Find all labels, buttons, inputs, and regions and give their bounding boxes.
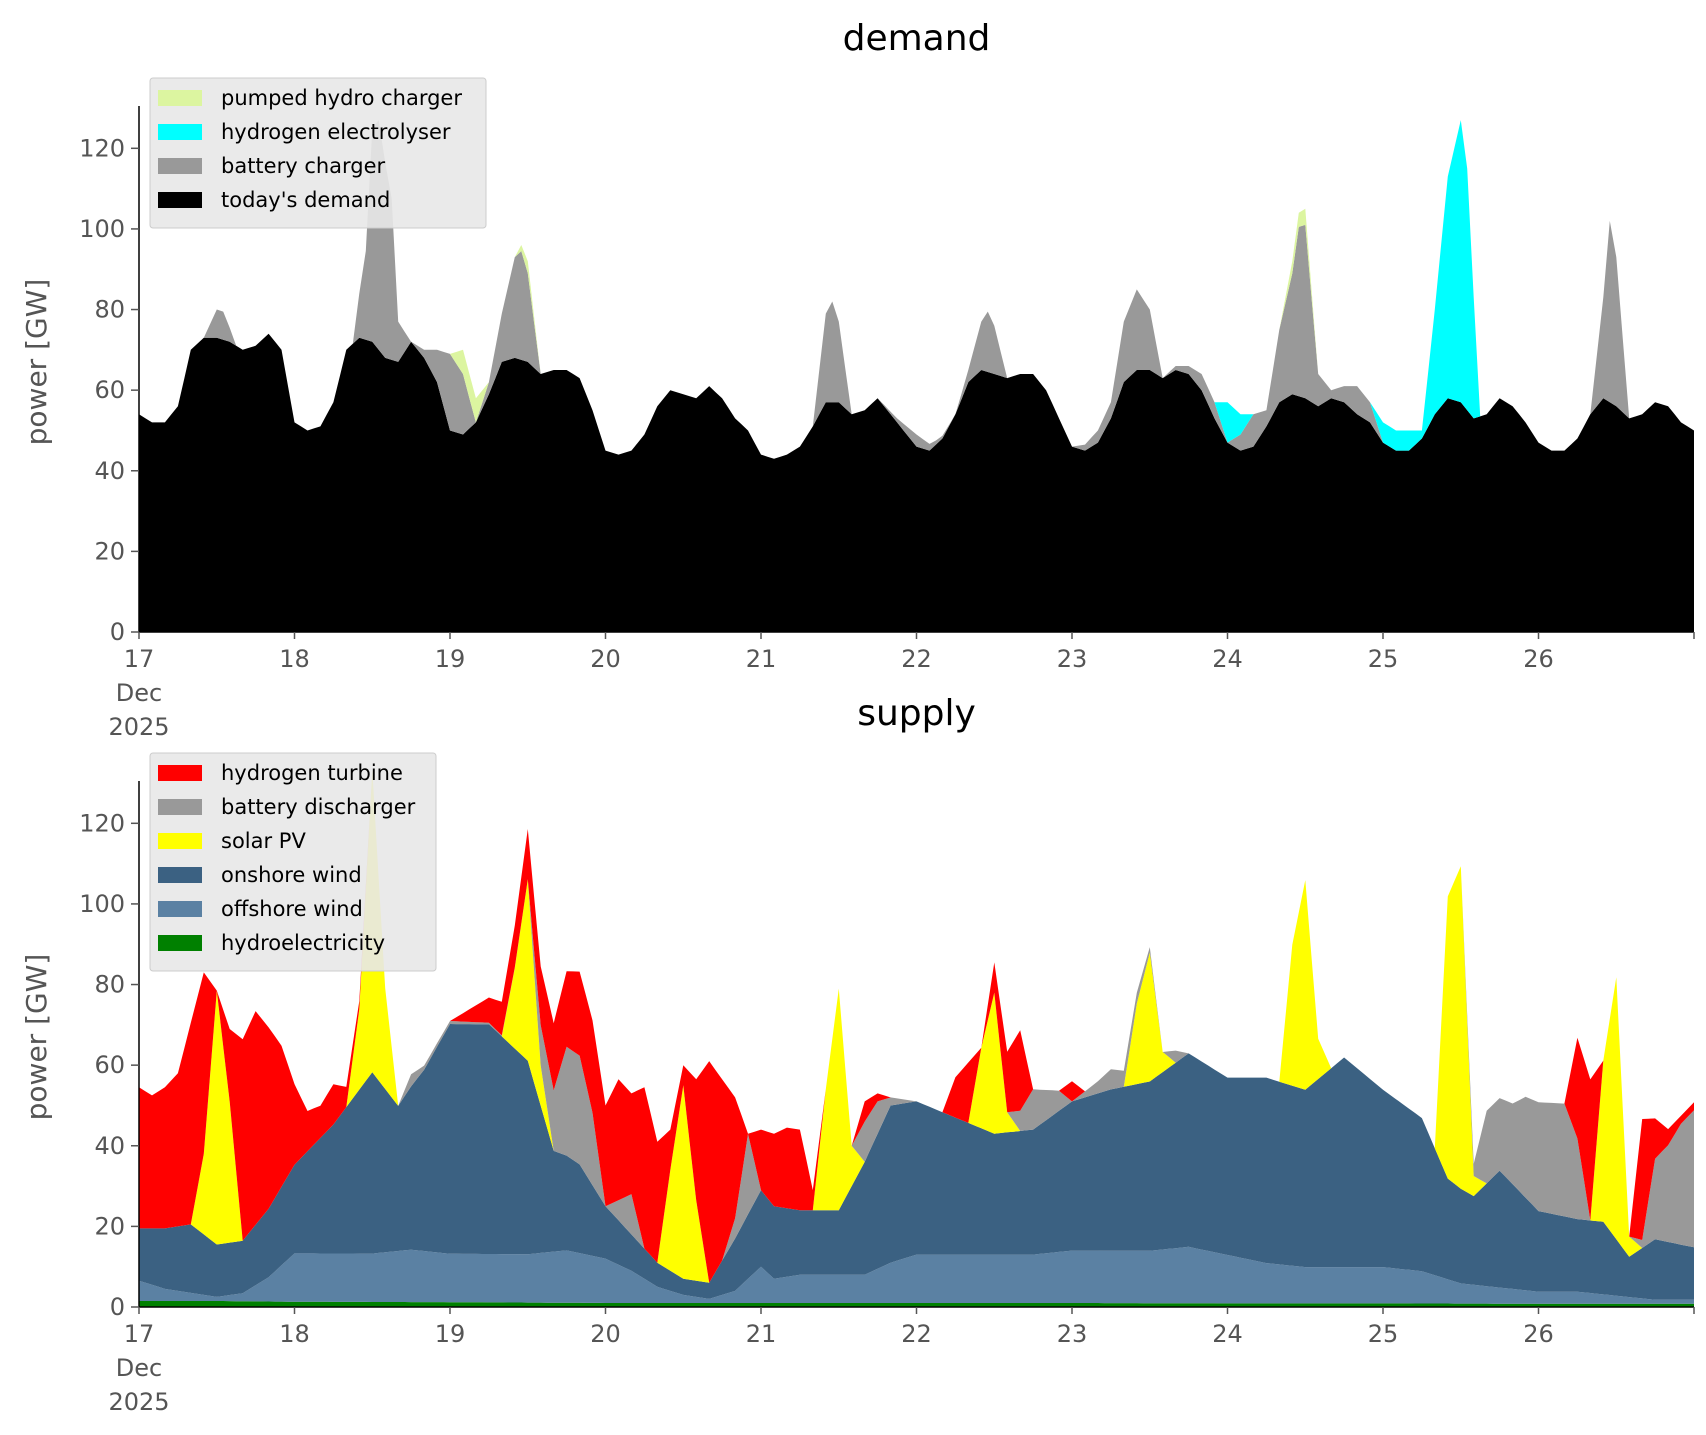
- y-tick-label: 60: [94, 1051, 125, 1079]
- y-tick-label: 20: [94, 1212, 125, 1240]
- legend-label: hydrogen turbine: [221, 761, 403, 785]
- x-tick-label: 22: [901, 1320, 932, 1348]
- legend-label: solar PV: [221, 829, 306, 853]
- legend-label: hydroelectricity: [221, 931, 385, 955]
- x-tick-label: 25: [1368, 1320, 1399, 1348]
- legend-item: solar PV: [158, 829, 306, 853]
- legend-swatch: [158, 833, 202, 849]
- x-tick-label: 26: [1523, 1320, 1554, 1348]
- legend-swatch: [158, 799, 202, 815]
- x-tick-label: 23: [1057, 1320, 1088, 1348]
- legend-swatch: [158, 192, 202, 208]
- chart-title: supply: [857, 693, 976, 734]
- x-tick-label: 25: [1368, 645, 1399, 673]
- legend-box: [149, 77, 487, 229]
- y-tick-label: 0: [110, 1293, 125, 1321]
- x-tick-label: 20: [590, 1320, 621, 1348]
- axes: 0 20 40 60 80 100 120 17 Dec 2025 18 19 20 21 22 23 24 25…: [20, 106, 1695, 741]
- legend-item: hydroelectricity: [158, 931, 385, 955]
- series-areas: [139, 120, 1694, 632]
- legend-label: pumped hydro charger: [221, 86, 462, 110]
- x-tick-label: 26: [1523, 645, 1554, 673]
- legend-label: onshore wind: [221, 863, 362, 887]
- x-tick-label: 17: [124, 1320, 155, 1348]
- series-areas: [139, 769, 1694, 1307]
- x-tick-label: 2025: [108, 1388, 169, 1416]
- y-tick-label: 80: [94, 971, 125, 999]
- area-battery-charger: [139, 120, 1694, 459]
- demand-chart: demand 0 20 40 60 80 100 120 17 Dec 2025 18 19 20 21 22…: [20, 18, 1695, 741]
- legend-item: hydrogen electrolyser: [158, 120, 451, 144]
- legend-item: today's demand: [158, 188, 390, 212]
- x-tick-label: 18: [279, 645, 310, 673]
- legend-swatch: [158, 935, 202, 951]
- legend-swatch: [158, 90, 202, 106]
- y-tick-label: 60: [94, 376, 125, 404]
- y-tick-label: 120: [79, 809, 125, 837]
- y-tick-label: 120: [79, 134, 125, 162]
- legend-swatch: [158, 765, 202, 781]
- legend-item: onshore wind: [158, 863, 362, 887]
- legend-label: battery discharger: [221, 795, 416, 819]
- area-solar-pv: [139, 769, 1694, 1283]
- x-tick-label: 24: [1212, 645, 1243, 673]
- y-axis-label: power [GW]: [20, 954, 53, 1121]
- legend-label: offshore wind: [221, 897, 363, 921]
- area-onshore-wind: [139, 1024, 1694, 1300]
- legend-label: hydrogen electrolyser: [221, 120, 451, 144]
- chart-title: demand: [843, 18, 991, 59]
- x-tick-label: 24: [1212, 1320, 1243, 1348]
- x-tick-label: 20: [590, 645, 621, 673]
- legend: pumped hydro charger hydrogen electrolyse…: [149, 77, 487, 229]
- x-tick-label: 21: [746, 645, 777, 673]
- y-tick-label: 20: [94, 537, 125, 565]
- supply-chart: supply 0 20 40 60 80 100 120 17 Dec 2025 18 19 20 21 22…: [20, 693, 1695, 1416]
- x-tick-label: 17: [124, 645, 155, 673]
- x-tick-label: 18: [279, 1320, 310, 1348]
- legend: hydrogen turbine battery discharger solar …: [149, 752, 437, 972]
- legend-box: [149, 752, 437, 972]
- y-tick-label: 0: [110, 618, 125, 646]
- x-tick-label: 22: [901, 645, 932, 673]
- y-tick-label: 100: [79, 215, 125, 243]
- area-offshore-wind: [139, 1246, 1694, 1304]
- area-today-s-demand: [139, 333, 1694, 632]
- x-tick-label: 19: [435, 645, 466, 673]
- legend-item: battery charger: [158, 154, 386, 178]
- y-tick-label: 100: [79, 890, 125, 918]
- y-tick-label: 40: [94, 1132, 125, 1160]
- legend-swatch: [158, 901, 202, 917]
- area-hydroelectricity: [139, 1301, 1694, 1307]
- legend-label: today's demand: [221, 188, 390, 212]
- legend-swatch: [158, 158, 202, 174]
- x-tick-label: 23: [1057, 645, 1088, 673]
- legend-swatch: [158, 124, 202, 140]
- x-tick-label: Dec: [116, 1354, 162, 1382]
- x-tick-label: 21: [746, 1320, 777, 1348]
- legend-item: battery discharger: [158, 795, 416, 819]
- axes: 0 20 40 60 80 100 120 17 Dec 2025 18 19 20 21 22 23 24 25…: [20, 781, 1695, 1416]
- y-tick-label: 40: [94, 457, 125, 485]
- legend-item: pumped hydro charger: [158, 86, 462, 110]
- y-tick-label: 80: [94, 296, 125, 324]
- legend-item: offshore wind: [158, 897, 363, 921]
- legend-item: hydrogen turbine: [158, 761, 403, 785]
- x-tick-label: 19: [435, 1320, 466, 1348]
- x-tick-label: 2025: [108, 713, 169, 741]
- legend-swatch: [158, 867, 202, 883]
- x-tick-label: Dec: [116, 679, 162, 707]
- y-axis-label: power [GW]: [20, 279, 53, 446]
- legend-label: battery charger: [221, 154, 386, 178]
